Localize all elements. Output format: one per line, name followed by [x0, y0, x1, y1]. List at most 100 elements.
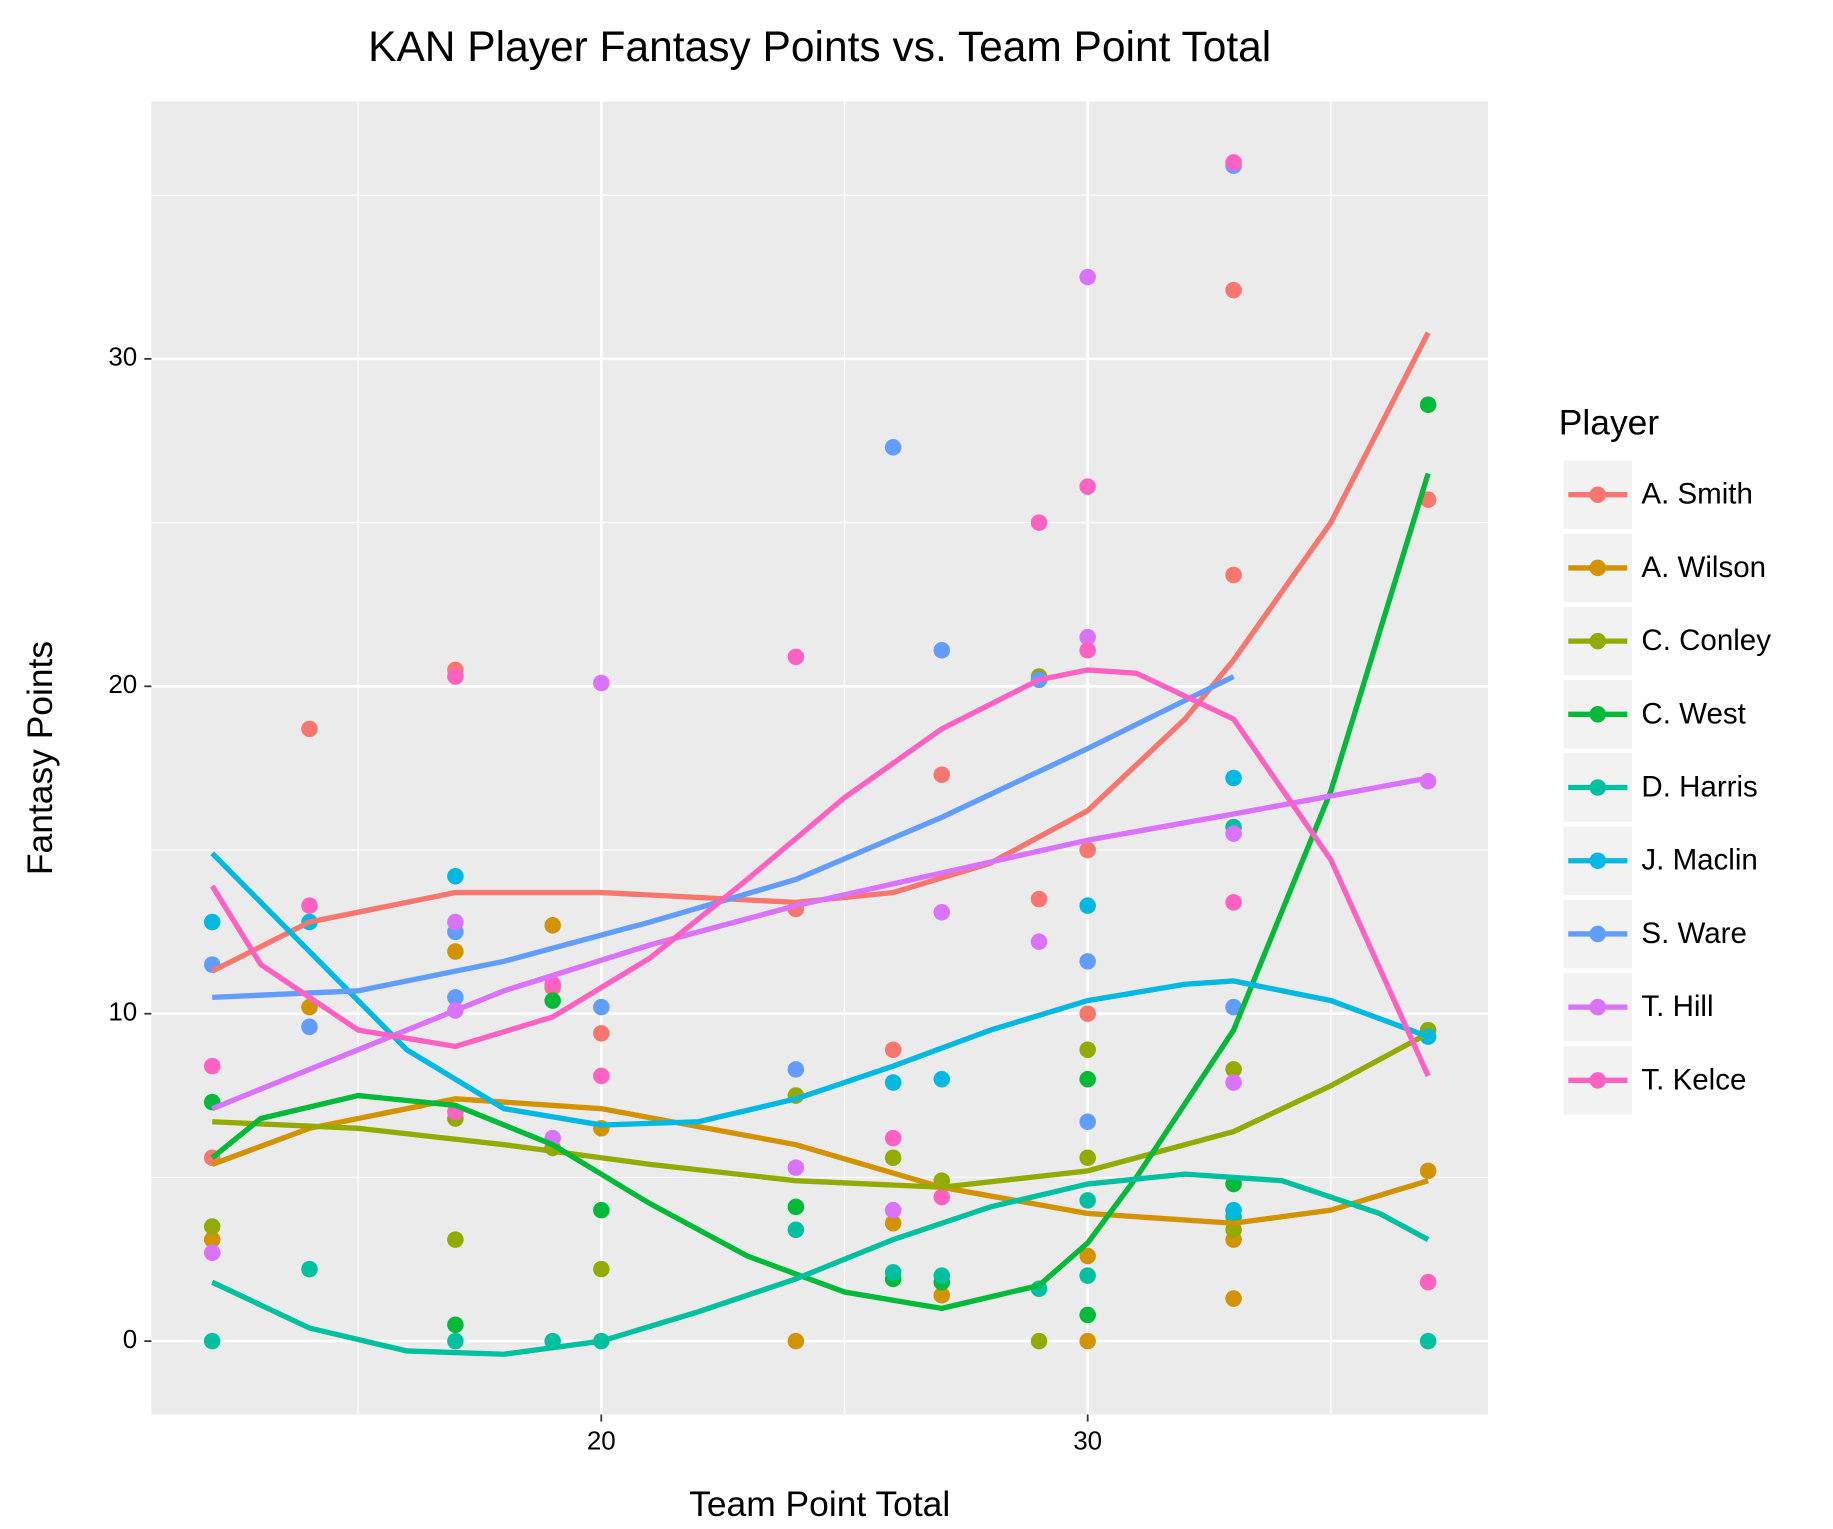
legend-key-point	[1589, 486, 1607, 503]
point	[1079, 478, 1096, 495]
legend-key-point	[1589, 925, 1607, 943]
point	[447, 867, 464, 885]
smooth-line	[210, 851, 1430, 1128]
point	[593, 1201, 610, 1219]
y-tick-label: 0	[123, 1324, 137, 1354]
legend-key-point	[1589, 998, 1607, 1016]
point	[1225, 769, 1242, 787]
legend: A. Smith A. Wilson C. Conley C. West D. Harr…	[1563, 460, 1771, 1115]
marks	[203, 154, 1437, 1357]
legend-key-point	[1589, 852, 1607, 869]
point	[203, 1231, 221, 1248]
point	[301, 1018, 318, 1036]
point	[884, 1074, 902, 1091]
legend-title: Player	[1559, 402, 1660, 442]
legend-key-point	[1589, 706, 1607, 723]
point	[1079, 1247, 1096, 1265]
point	[884, 439, 902, 456]
legend-label: C. West	[1641, 697, 1745, 730]
point	[884, 1041, 902, 1058]
point	[447, 1316, 464, 1334]
legend-label: A. Wilson	[1641, 551, 1766, 584]
plot-panel	[151, 101, 1488, 1415]
point	[447, 1231, 464, 1248]
point	[1225, 1290, 1242, 1307]
smooth-line	[212, 1031, 1430, 1190]
legend-label: S. Ware	[1641, 917, 1746, 950]
legend-key-point	[1589, 632, 1607, 650]
point	[787, 1221, 805, 1239]
smooth-line	[210, 472, 1431, 1312]
point	[1079, 1267, 1096, 1284]
point	[1419, 1273, 1437, 1291]
legend-key-point	[1589, 779, 1607, 796]
point	[593, 674, 610, 692]
smooth-line	[211, 1096, 1429, 1226]
point	[1079, 1192, 1096, 1209]
point	[1079, 1332, 1096, 1350]
y-tick-label: 10	[108, 997, 137, 1027]
point	[301, 1260, 318, 1278]
point	[884, 1129, 902, 1147]
point	[203, 913, 221, 931]
point	[933, 642, 951, 659]
point	[1079, 897, 1096, 914]
point	[884, 1201, 902, 1219]
point	[544, 917, 561, 934]
legend-label: J. Maclin	[1641, 844, 1757, 877]
y-axis-title: Fantasy Points	[20, 641, 60, 875]
x-axis-title: Team Point Total	[689, 1484, 950, 1524]
point	[1079, 1041, 1096, 1058]
legend-label: T. Kelce	[1641, 1063, 1746, 1096]
point	[933, 1267, 951, 1284]
point	[1079, 268, 1096, 286]
point	[301, 897, 318, 914]
point	[1419, 1162, 1437, 1180]
point	[1225, 281, 1242, 299]
chart-title: KAN Player Fantasy Points vs. Team Point…	[368, 24, 1271, 71]
point	[447, 668, 464, 685]
point	[593, 1025, 610, 1042]
point	[1419, 1332, 1437, 1350]
point	[787, 648, 805, 666]
point	[1225, 1074, 1242, 1091]
smooth-line	[211, 1171, 1430, 1357]
point	[203, 1218, 221, 1235]
point	[1419, 396, 1437, 413]
legend-key-point	[1589, 1072, 1607, 1089]
point	[1030, 514, 1048, 531]
point	[1225, 825, 1242, 842]
legend-label: D. Harris	[1641, 771, 1757, 804]
x-tick-label: 30	[1073, 1426, 1102, 1456]
point	[884, 1264, 902, 1281]
legend-label: A. Smith	[1641, 478, 1752, 511]
point	[1079, 841, 1096, 859]
point	[1225, 998, 1242, 1016]
point	[544, 975, 561, 993]
point	[933, 1188, 951, 1206]
point	[1030, 1332, 1048, 1350]
point	[447, 913, 464, 931]
smooth-line	[211, 775, 1429, 1112]
point	[447, 943, 464, 960]
point	[933, 903, 951, 921]
point	[203, 1332, 221, 1350]
x-tick-label: 20	[587, 1426, 616, 1456]
point	[884, 1149, 902, 1167]
point	[933, 1287, 951, 1304]
point	[203, 1244, 221, 1261]
point	[1079, 1113, 1096, 1131]
point	[1225, 1221, 1242, 1239]
point	[593, 998, 610, 1016]
point	[1079, 628, 1096, 646]
y-tick-label: 30	[108, 342, 137, 372]
legend-key-point	[1589, 559, 1607, 577]
legend-label: C. Conley	[1641, 624, 1771, 657]
point	[1225, 566, 1242, 584]
point	[301, 720, 318, 738]
point	[787, 1061, 805, 1078]
y-tick-label: 20	[108, 669, 137, 699]
smooth-line	[211, 331, 1431, 974]
point	[1225, 1061, 1242, 1078]
